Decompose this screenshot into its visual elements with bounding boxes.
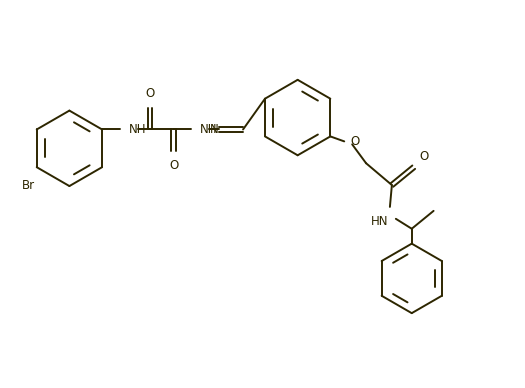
Text: NH: NH xyxy=(201,123,218,136)
Text: N: N xyxy=(209,123,218,136)
Text: HN: HN xyxy=(371,215,388,228)
Text: Br: Br xyxy=(22,179,35,192)
Text: NH: NH xyxy=(129,123,146,136)
Text: O: O xyxy=(350,135,360,148)
Text: O: O xyxy=(145,87,154,100)
Text: O: O xyxy=(419,150,429,163)
Text: O: O xyxy=(169,159,178,172)
